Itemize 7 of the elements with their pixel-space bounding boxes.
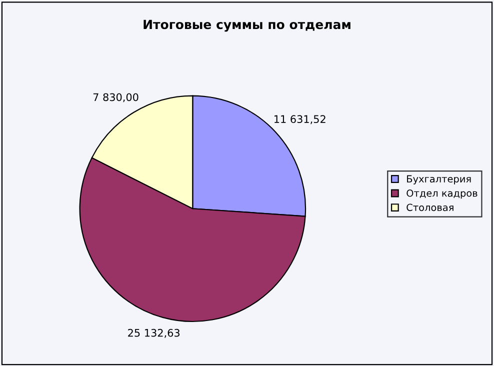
data-label: 11 631,52 [274,115,326,124]
legend-label: Бухгалтерия [407,175,471,184]
chart-title: Итоговые суммы по отделам [144,20,350,32]
data-label: 25 132,63 [128,328,180,338]
legend-label: Отдел кадров [406,189,478,199]
data-label: 7 830,00 [93,93,138,102]
legend-label: Столовая [406,204,454,212]
